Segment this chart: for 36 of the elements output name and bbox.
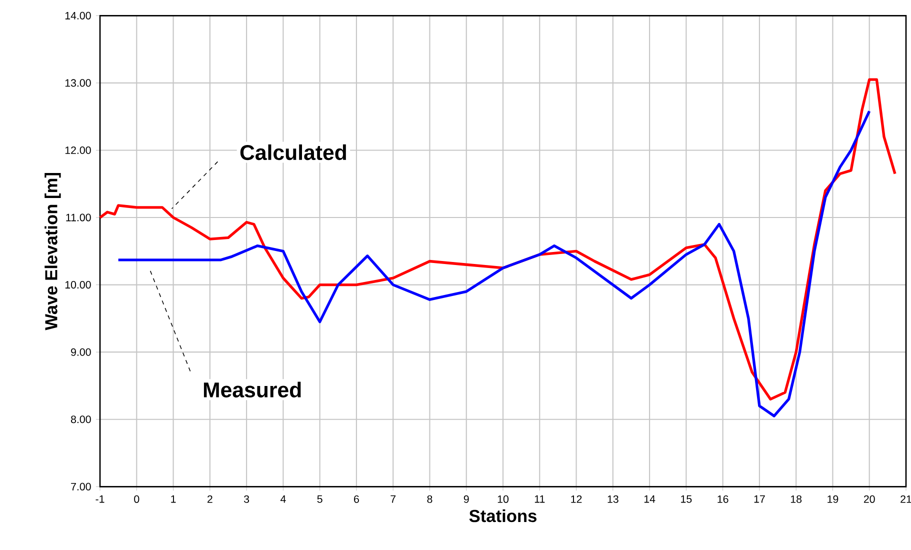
y-tick-label: 12.00 (65, 146, 91, 154)
x-tick-label: 20 (864, 495, 875, 503)
x-axis-title: Stations (469, 509, 536, 522)
x-tick-label: 0 (134, 495, 140, 503)
y-tick-label: 10.00 (65, 281, 91, 289)
x-tick-label: 3 (244, 495, 250, 503)
text: Measured (204, 382, 301, 398)
x-tick-label: 4 (280, 495, 286, 503)
y-tick-label: 11.00 (66, 214, 91, 222)
x-tick-label: 12 (571, 495, 582, 503)
x-tick-label: 14 (644, 495, 656, 503)
x-tick-label: 1 (171, 495, 176, 503)
x-tick-label: 2 (207, 495, 212, 503)
x-tick-label: 15 (681, 495, 692, 503)
y-axis-title: Wave Elevation [m] (44, 173, 61, 330)
x-tick-label: 5 (317, 495, 322, 503)
text: Calculated (240, 144, 346, 160)
line-series (98, 78, 896, 401)
x-tick-label: -1 (96, 495, 104, 503)
x-tick-label: 8 (427, 495, 432, 503)
x-tick-label: 13 (608, 495, 618, 503)
x-tick-label: 18 (790, 495, 802, 503)
y-tick-label: 14.00 (65, 12, 91, 20)
x-tick-label: 17 (754, 495, 765, 503)
x-tick-label: 10 (498, 495, 509, 503)
x-tick-label: 9 (464, 495, 469, 503)
x-tick-label: 21 (900, 495, 911, 503)
x-tick-label: 6 (354, 495, 359, 503)
y-tick-label: 13.00 (65, 79, 91, 87)
x-tick-label: 11 (534, 495, 545, 503)
x-tick-label: 16 (718, 495, 728, 503)
y-tick-label: 7.00 (71, 482, 91, 490)
y-tick-label: 8.00 (71, 416, 91, 424)
x-tick-label: 19 (828, 495, 838, 503)
x-tick-label: 7 (390, 495, 396, 503)
y-tick-label: 9.00 (71, 348, 91, 356)
